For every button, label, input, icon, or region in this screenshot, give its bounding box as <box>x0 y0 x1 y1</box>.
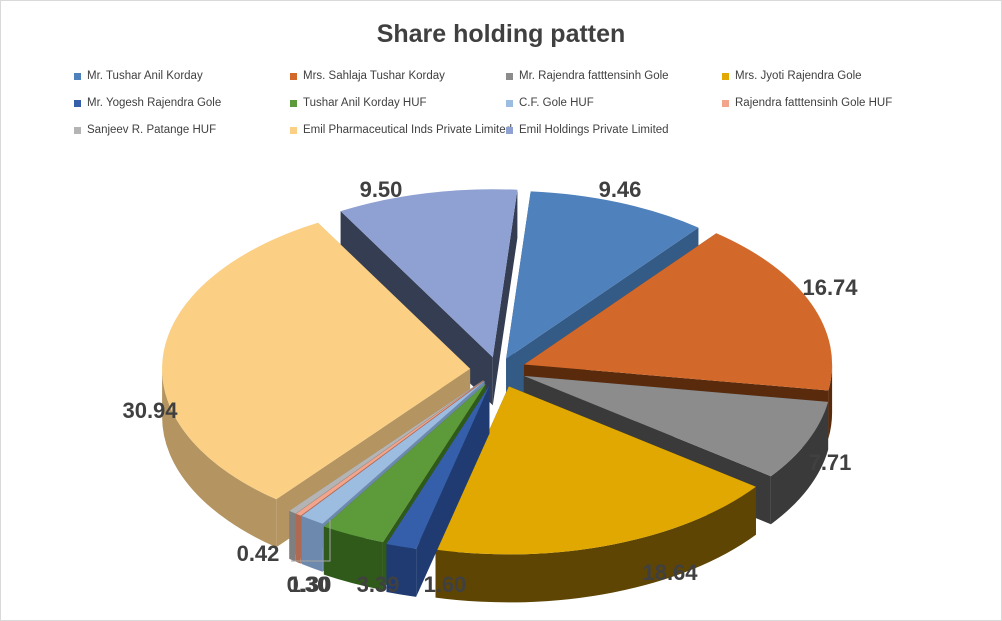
data-label: 3.39 <box>357 572 400 597</box>
legend-label: C.F. Gole HUF <box>519 97 594 109</box>
legend-swatch <box>74 126 81 134</box>
slice-top <box>296 380 484 516</box>
slice-top <box>323 383 486 543</box>
data-label: 1.30 <box>289 572 332 597</box>
data-label: 7.71 <box>809 450 852 475</box>
pie-slice <box>435 386 756 603</box>
data-label: 0.42 <box>237 541 280 566</box>
slice-side <box>828 364 833 439</box>
data-label: 9.46 <box>599 177 642 202</box>
slice-top <box>301 380 485 524</box>
legend-swatch <box>74 72 81 80</box>
chart-title: Share holding patten <box>376 20 626 48</box>
data-label: 30.94 <box>122 398 178 423</box>
slice-side <box>770 401 829 525</box>
legend-item: C.F. Gole HUF <box>506 97 594 109</box>
slice-side <box>301 516 323 572</box>
leader-line <box>291 520 331 562</box>
slice-side <box>289 510 296 562</box>
legend-item: Mr. Yogesh Rajendra Gole <box>74 97 221 109</box>
legend-swatch <box>506 126 513 134</box>
legend-item: Sanjeev R. Patange HUF <box>74 124 216 136</box>
data-label: 9.50 <box>360 177 403 202</box>
legend-swatch <box>722 99 729 107</box>
legend-item: Mr. Tushar Anil Korday <box>74 70 203 82</box>
slice-side <box>162 368 277 548</box>
legend-swatch <box>722 72 729 80</box>
legend-item: Emil Holdings Private Limited <box>506 124 669 136</box>
slice-top <box>386 385 490 549</box>
slice-side <box>435 486 756 603</box>
slice-top <box>524 233 833 391</box>
legend-label: Tushar Anil Korday HUF <box>303 97 427 109</box>
slice-side <box>296 513 301 564</box>
legend-swatch <box>506 99 513 107</box>
slice-top <box>523 375 829 477</box>
legend-label: Emil Pharmaceutical Inds Private Limited <box>303 124 512 136</box>
legend-label: Mrs. Sahlaja Tushar Korday <box>303 70 445 82</box>
slice-side <box>386 544 417 597</box>
pie-slice <box>386 385 490 597</box>
legend-swatch <box>74 99 81 107</box>
legend-item: Mrs. Sahlaja Tushar Korday <box>290 70 445 82</box>
legend-label: Rajendra fatttensinh Gole HUF <box>735 97 893 109</box>
legend-label: Mr. Rajendra fatttensinh Gole <box>519 70 669 82</box>
slice-wall <box>492 189 518 406</box>
legend-item: Mrs. Jyoti Rajendra Gole <box>722 70 862 82</box>
legend-label: Mr. Yogesh Rajendra Gole <box>87 97 222 109</box>
legend-swatch <box>290 99 297 107</box>
legend-swatch <box>290 126 297 134</box>
legend-item: Tushar Anil Korday HUF <box>290 97 427 109</box>
slice-top <box>506 191 699 359</box>
data-label: 18.64 <box>642 560 698 585</box>
legend-item: Mr. Rajendra fatttensinh Gole <box>506 70 669 82</box>
slice-top <box>289 380 484 514</box>
legend-label: Emil Holdings Private Limited <box>519 124 669 136</box>
slice-side <box>323 526 383 591</box>
legend-item: Emil Pharmaceutical Inds Private Limited <box>290 124 512 136</box>
slice-top <box>162 222 471 500</box>
slice-top <box>435 386 756 555</box>
legend-label: Sanjeev R. Patange HUF <box>87 124 217 136</box>
slice-top <box>340 189 518 358</box>
legend-item: Rajendra fatttensinh Gole HUF <box>722 97 892 109</box>
data-label: 1.60 <box>424 572 467 597</box>
data-label: 16.74 <box>802 275 858 300</box>
legend-label: Mr. Tushar Anil Korday <box>87 70 203 82</box>
legend-label: Mrs. Jyoti Rajendra Gole <box>735 70 862 82</box>
data-label: 0.30 <box>287 572 330 597</box>
legend-swatch <box>506 72 513 80</box>
legend-swatch <box>290 72 297 80</box>
